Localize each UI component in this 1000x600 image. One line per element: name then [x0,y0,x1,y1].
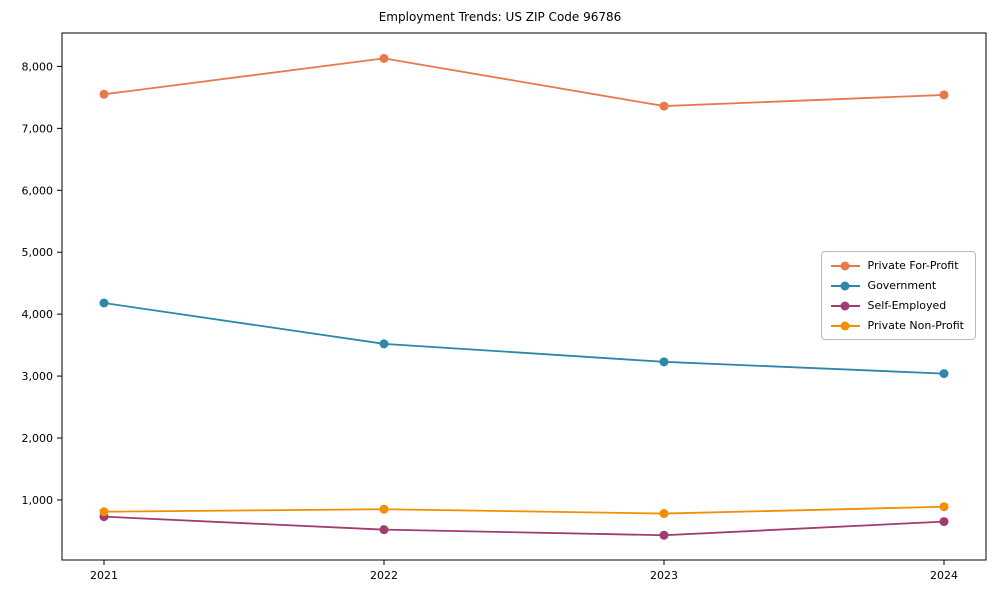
data-point-private-non-profit-2021 [99,507,109,517]
y-tick-label: 4,000 [22,308,54,321]
legend-label: Government [867,279,937,292]
data-point-government-2021 [99,298,109,308]
data-point-government-2023 [659,357,669,367]
legend-marker-line [830,281,860,290]
legend-item: Self-Employed [830,299,964,312]
legend-label: Private Non-Profit [867,319,964,332]
legend-marker-dot [840,281,850,290]
data-point-private-for-profit-2021 [99,89,109,99]
series-line-self-employed [103,515,945,537]
legend: Private For-Profit Government Self-Emplo… [820,251,976,340]
legend-item: Private Non-Profit [830,319,964,332]
legend-marker-line [830,301,860,310]
legend-marker-dot [840,301,850,310]
legend-marker-dot [840,261,850,270]
legend-marker-dot [840,321,850,330]
chart-title: Employment Trends: US ZIP Code 96786 [378,10,622,24]
data-point-self-employed-2023 [659,530,669,540]
data-point-private-non-profit-2024 [939,502,949,512]
data-point-private-for-profit-2022 [379,53,389,63]
x-tick-label: 2023 [650,569,678,582]
y-tick-label: 2,000 [22,432,54,445]
y-tick-label: 6,000 [22,184,54,197]
legend-item: Private For-Profit [830,259,964,272]
legend-label: Private For-Profit [867,259,959,272]
x-tick-label: 2022 [370,569,398,582]
data-point-private-non-profit-2022 [379,504,389,514]
data-point-private-for-profit-2023 [659,101,669,111]
data-point-government-2024 [939,369,949,379]
y-tick-label: 8,000 [22,60,54,73]
y-tick-label: 3,000 [22,370,54,383]
data-point-private-for-profit-2024 [939,90,949,100]
legend-marker-line [830,321,860,330]
data-point-private-non-profit-2023 [659,509,669,519]
data-point-government-2022 [379,339,389,349]
series-line-private-for-profit [103,57,945,107]
data-point-self-employed-2022 [379,525,389,535]
legend-label: Self-Employed [867,299,947,312]
series-line-government [103,302,945,375]
axes-box [61,32,987,561]
y-tick-label: 1,000 [22,494,54,507]
y-tick-label: 7,000 [22,122,54,135]
series-line-private-non-profit [103,505,945,515]
x-tick-label: 2021 [90,569,118,582]
x-tick-label: 2024 [930,569,958,582]
data-point-self-employed-2024 [939,517,949,527]
y-tick-label: 5,000 [22,246,54,259]
legend-marker-line [830,261,860,270]
legend-item: Government [830,279,964,292]
